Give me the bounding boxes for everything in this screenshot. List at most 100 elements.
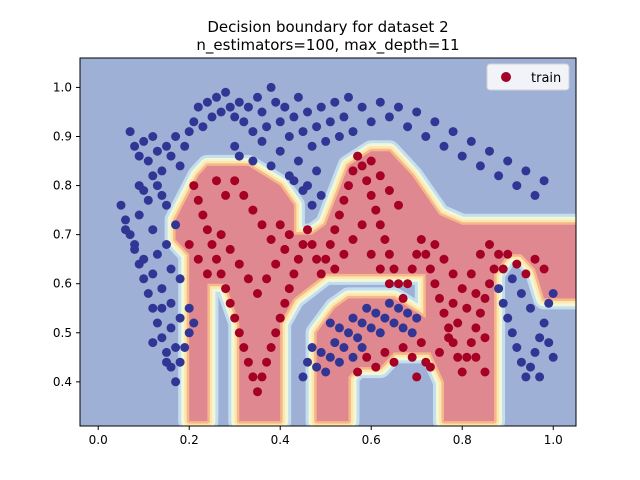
class-1-point	[416, 235, 426, 244]
class-0-point	[357, 318, 367, 328]
class-0-point	[266, 82, 276, 92]
class-0-point	[148, 338, 158, 348]
class-0-point	[307, 343, 317, 352]
x-tick-label: 0.2	[180, 433, 199, 447]
class-0-point	[312, 362, 322, 372]
class-0-point	[330, 338, 340, 348]
class-0-point	[357, 343, 367, 352]
y-tick-label: 0.8	[53, 179, 72, 193]
class-1-point	[225, 244, 235, 254]
class-1-point	[448, 298, 458, 308]
class-1-point	[371, 362, 381, 372]
class-0-point	[403, 308, 413, 318]
class-0-point	[189, 318, 199, 328]
class-1-point	[362, 352, 372, 362]
class-1-point	[193, 254, 203, 264]
class-1-point	[512, 259, 522, 269]
class-1-point	[353, 151, 363, 161]
class-0-point	[171, 132, 181, 141]
class-0-point	[166, 151, 176, 161]
class-1-point	[362, 176, 372, 186]
class-1-point	[303, 225, 312, 235]
class-0-point	[162, 200, 171, 210]
class-1-point	[466, 338, 476, 348]
class-0-point	[348, 127, 358, 137]
legend-marker	[501, 72, 511, 82]
class-0-point	[375, 97, 385, 107]
class-0-point	[325, 352, 335, 362]
class-1-point	[221, 284, 231, 294]
class-0-point	[544, 298, 554, 308]
class-0-point	[512, 181, 522, 191]
x-axis: 0.0 0.2 0.4 0.6 0.8 1.0	[89, 426, 563, 447]
class-1-point	[412, 372, 422, 382]
class-1-point	[348, 166, 358, 176]
class-0-point	[175, 274, 185, 284]
class-0-point	[312, 122, 322, 132]
class-0-point	[216, 107, 226, 117]
class-0-point	[316, 102, 326, 112]
class-0-point	[339, 343, 349, 352]
class-1-point	[453, 318, 463, 328]
class-1-point	[403, 279, 413, 289]
class-0-point	[116, 200, 126, 210]
class-1-point	[257, 220, 267, 230]
class-1-point	[384, 249, 394, 259]
class-1-point	[471, 289, 481, 298]
class-1-point	[230, 313, 240, 323]
class-1-point	[325, 240, 335, 249]
class-0-point	[280, 102, 290, 112]
legend-box	[486, 63, 570, 91]
class-1-point	[371, 205, 381, 215]
class-0-point	[257, 136, 267, 146]
class-0-point	[152, 318, 162, 328]
class-0-point	[134, 151, 144, 161]
class-1-point	[384, 186, 394, 195]
class-0-point	[202, 97, 212, 107]
plot-frame	[79, 57, 577, 427]
class-1-point	[421, 249, 431, 259]
y-tick-label: 0.7	[53, 228, 72, 242]
class-0-point	[143, 289, 153, 298]
class-1-point	[425, 264, 435, 274]
class-0-point	[366, 117, 376, 127]
class-0-point	[157, 333, 167, 343]
class-0-point	[494, 171, 504, 181]
class-1-point	[366, 156, 376, 166]
class-0-point	[230, 141, 240, 151]
class-1-point	[307, 240, 317, 249]
class-0-point	[275, 117, 285, 127]
class-0-point	[448, 127, 458, 137]
class-1-point	[248, 205, 258, 215]
class-0-point	[289, 112, 299, 122]
class-1-point	[375, 171, 385, 181]
class-1-point	[539, 264, 549, 274]
class-1-point	[280, 298, 290, 308]
class-0-point	[530, 347, 540, 357]
class-0-point	[121, 215, 130, 225]
class-0-point	[298, 127, 308, 137]
class-0-point	[180, 141, 190, 151]
class-1-point	[266, 343, 276, 352]
class-0-point	[516, 289, 526, 298]
class-1-point	[316, 269, 326, 279]
class-1-point	[366, 190, 376, 200]
class-0-point	[175, 313, 185, 323]
class-0-point	[298, 372, 308, 382]
class-0-point	[339, 112, 349, 122]
class-0-point	[148, 171, 158, 181]
class-0-point	[485, 146, 494, 156]
class-0-point	[403, 122, 413, 132]
class-0-point	[125, 127, 135, 137]
class-0-point	[225, 102, 235, 112]
class-1-point	[344, 181, 353, 191]
class-1-point	[193, 195, 203, 205]
class-1-point	[266, 235, 276, 244]
class-0-point	[362, 303, 372, 313]
y-tick-label: 0.9	[53, 130, 72, 144]
class-1-point	[389, 357, 399, 367]
class-1-point	[407, 352, 417, 362]
class-1-point	[480, 333, 490, 343]
class-1-point	[239, 343, 249, 352]
class-1-point	[494, 249, 504, 259]
